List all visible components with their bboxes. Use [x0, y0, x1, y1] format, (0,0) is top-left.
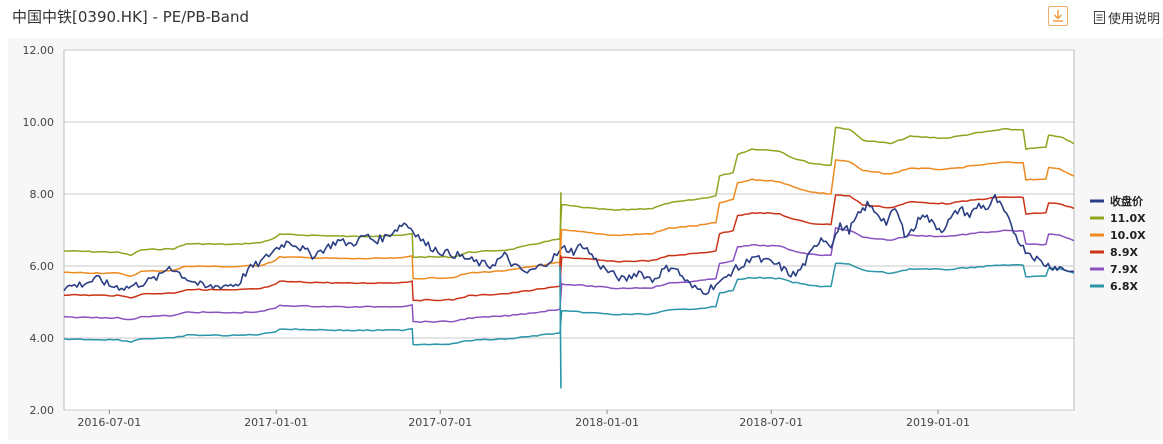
- legend-label: 11.0X: [1110, 212, 1146, 225]
- download-icon: [1053, 10, 1063, 22]
- x-tick-label: 2017-01-01: [244, 416, 308, 429]
- series-line-6.8X: [63, 262, 1075, 346]
- chart-area: 2.00 4.00 6.00 8.00 10.00 12.00 2016-07-01 2017…: [8, 38, 1163, 440]
- manual-link[interactable]: 使用说明: [1094, 8, 1160, 27]
- series-line-收盘价: [63, 194, 1075, 296]
- series-line-11.0X: [63, 126, 1075, 259]
- y-tick-label: 12.00: [23, 44, 55, 57]
- chart-title: 中国中铁[0390.HK] - PE/PB-Band: [12, 8, 250, 26]
- manual-label: 使用说明: [1108, 12, 1161, 27]
- y-tick-label: 6.00: [30, 260, 55, 273]
- y-tick-label: 2.00: [30, 404, 55, 417]
- x-tick-label: 2017-07-01: [408, 416, 472, 429]
- legend-label: 10.0X: [1110, 229, 1146, 242]
- x-tick-label: 2018-07-01: [739, 416, 803, 429]
- document-icon: [1094, 11, 1105, 24]
- x-tick-label: 2018-01-01: [575, 416, 639, 429]
- legend-label: 6.8X: [1110, 280, 1138, 293]
- pe-band-chart: 2.00 4.00 6.00 8.00 10.00 12.00 2016-07-01 2017…: [23, 44, 1147, 429]
- y-tick-label: 10.00: [23, 116, 55, 129]
- x-tick-label: 2016-07-01: [77, 416, 141, 429]
- legend-label: 8.9X: [1110, 246, 1138, 259]
- series-line-8.9X: [64, 194, 1075, 302]
- y-tick-label: 4.00: [30, 332, 55, 345]
- series-spike: [559, 255, 562, 267]
- x-tick-label: 2019-01-01: [906, 416, 970, 429]
- download-button[interactable]: [1048, 6, 1068, 26]
- y-tick-label: 8.00: [30, 188, 55, 201]
- legend-label: 7.9X: [1110, 263, 1138, 276]
- series-line-7.9X: [63, 226, 1075, 324]
- series-line-10.0X: [63, 159, 1075, 280]
- legend-label: 收盘价: [1110, 194, 1144, 208]
- series-spike: [559, 265, 562, 389]
- chart-header: 中国中铁[0390.HK] - PE/PB-Band 使用说明: [0, 0, 1163, 36]
